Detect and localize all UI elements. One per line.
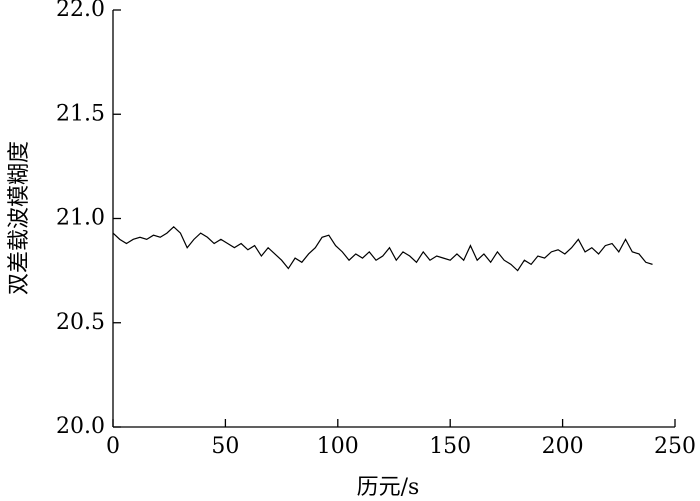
y-axis-label: 双差载波模糊度 [7, 141, 32, 295]
y-tick-label: 21.5 [56, 101, 105, 126]
y-tick-label: 21.0 [56, 206, 105, 231]
line [112, 226, 653, 272]
x-tick-label: 150 [429, 434, 471, 459]
x-tick-label: 250 [654, 434, 696, 459]
y-tick-label: 20.0 [56, 414, 105, 439]
y-tick-label: 20.5 [56, 310, 105, 335]
x-tick-label: 200 [542, 434, 584, 459]
y-tick-label: 22.0 [56, 0, 105, 22]
x-tick-label: 0 [106, 434, 120, 459]
x-axis-label: 历元/s [357, 475, 420, 500]
x-tick-label: 50 [211, 434, 239, 459]
x-tick-label: 100 [317, 434, 359, 459]
